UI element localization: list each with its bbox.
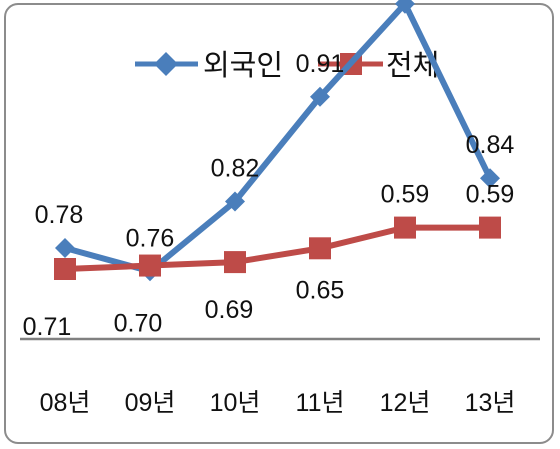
x-tick-label: 10년	[210, 389, 261, 417]
data-point-total	[54, 258, 76, 280]
data-point-foreigners	[480, 168, 500, 189]
series-layer	[54, 0, 501, 282]
data-point-foreigners	[395, 0, 415, 14]
data-point-total	[309, 237, 331, 260]
series-foreigners	[55, 0, 500, 282]
data-point-foreigners	[310, 86, 330, 107]
legend-item-foreigners: 외국인	[135, 50, 283, 82]
series-total	[54, 216, 501, 280]
data-label-total: 0.69	[205, 296, 254, 324]
legend-marker-foreigners	[154, 52, 178, 76]
x-tick-label: 13년	[465, 389, 516, 417]
data-labels: 0.780.760.820.910.990.840.710.700.690.65…	[23, 50, 515, 341]
data-label-total: 0.59	[381, 181, 430, 209]
series-line-total	[64, 224, 490, 272]
data-label-foreigners: 0.84	[466, 131, 515, 159]
data-label-total: 0.59	[466, 181, 515, 209]
data-point-foreigners	[55, 238, 75, 258]
legend-label-foreigners: 외국인	[203, 50, 283, 82]
data-label-total: 0.65	[296, 276, 345, 304]
data-point-foreigners	[225, 191, 245, 212]
x-tick-label: 09년	[125, 389, 176, 417]
data-point-total	[139, 254, 161, 277]
chart-frame	[4, 3, 554, 444]
x-tick-label: 08년	[40, 389, 91, 417]
data-label-foreigners: 0.91	[296, 50, 345, 78]
data-label-foreigners: 0.76	[126, 224, 175, 252]
x-tick-label: 12년	[380, 389, 431, 417]
x-axis-tick-labels: 08년 09년 10년 11년 12년 13년	[40, 389, 516, 417]
data-label-total: 0.71	[23, 313, 72, 341]
data-label-total: 0.70	[114, 310, 163, 338]
data-label-foreigners: 0.78	[35, 201, 84, 229]
data-point-total	[479, 216, 501, 239]
legend: 외국인 전체	[135, 50, 439, 82]
data-label-foreigners: 0.82	[211, 154, 260, 182]
data-point-total	[394, 216, 416, 239]
x-tick-label: 11년	[296, 389, 345, 417]
data-point-total	[224, 251, 246, 274]
